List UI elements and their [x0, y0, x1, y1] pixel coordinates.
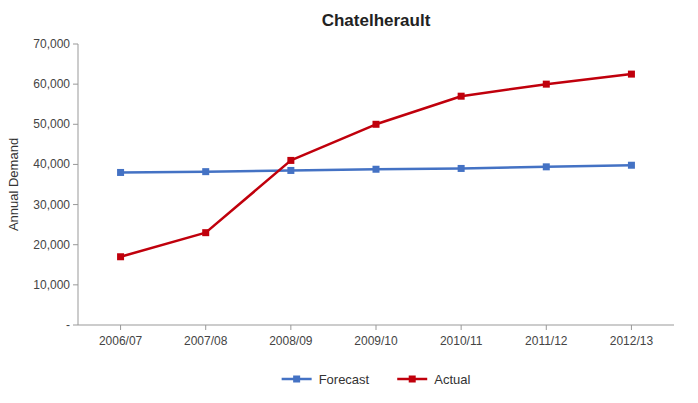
x-tick-label: 2006/07	[99, 334, 143, 348]
x-axis: 2006/07 2007/08 2008/09 2009/10 2010/11 2011/…	[99, 325, 654, 348]
y-tick-label: -	[66, 318, 70, 332]
legend: Forecast Actual	[282, 372, 471, 387]
legend-marker	[409, 376, 416, 383]
x-tick-label: 2008/09	[269, 334, 313, 348]
marker	[202, 168, 209, 175]
legend-marker	[293, 376, 300, 383]
y-tick-label: 70,000	[33, 37, 70, 51]
marker	[373, 166, 380, 173]
marker	[202, 229, 209, 236]
marker	[543, 81, 550, 88]
x-tick-label: 2007/08	[184, 334, 228, 348]
legend-label: Forecast	[319, 372, 370, 387]
y-tick	[73, 325, 78, 326]
legend-label: Actual	[434, 372, 470, 387]
x-tick	[205, 325, 206, 330]
y-tick-label: 50,000	[33, 117, 70, 131]
y-tick	[73, 44, 78, 45]
marker	[628, 71, 635, 78]
marker	[458, 93, 465, 100]
x-tick-label: 2012/13	[610, 334, 654, 348]
marker	[458, 165, 465, 172]
x-tick-label: 2010/11	[440, 334, 483, 348]
y-tick-label: 40,000	[33, 157, 70, 171]
y-tick	[73, 244, 78, 245]
y-tick	[73, 164, 78, 165]
y-axis-label: Annual Demand	[6, 138, 21, 231]
marker	[117, 169, 124, 176]
y-tick-label: 10,000	[33, 278, 70, 292]
line	[121, 165, 632, 172]
legend-item: Actual	[397, 372, 470, 387]
marker	[373, 121, 380, 128]
marker	[287, 157, 294, 164]
chart: Chatelherault Annual Demand - 10,000 20,000 3…	[0, 0, 698, 403]
x-tick-label: 2011/12	[525, 334, 568, 348]
x-tick	[376, 325, 377, 330]
y-axis: - 10,000 20,000 30,000 40,000 50,000 60,000 70,…	[33, 37, 78, 332]
y-tick	[73, 124, 78, 125]
line	[121, 74, 632, 257]
y-tick	[73, 284, 78, 285]
marker	[543, 163, 550, 170]
x-tick	[290, 325, 291, 330]
marker	[287, 167, 294, 174]
x-tick	[631, 325, 632, 330]
legend-item: Forecast	[282, 372, 370, 387]
title: Chatelherault	[322, 11, 431, 30]
marker	[628, 162, 635, 169]
y-tick	[73, 204, 78, 205]
plot-area	[117, 71, 635, 261]
x-tick	[461, 325, 462, 330]
y-tick-label: 30,000	[33, 198, 70, 212]
x-tick-label: 2009/10	[354, 334, 398, 348]
marker	[117, 253, 124, 260]
x-tick	[546, 325, 547, 330]
y-axis-line	[78, 44, 79, 325]
y-tick-label: 60,000	[33, 77, 70, 91]
y-tick	[73, 84, 78, 85]
x-tick	[120, 325, 121, 330]
y-tick-label: 20,000	[33, 238, 70, 252]
